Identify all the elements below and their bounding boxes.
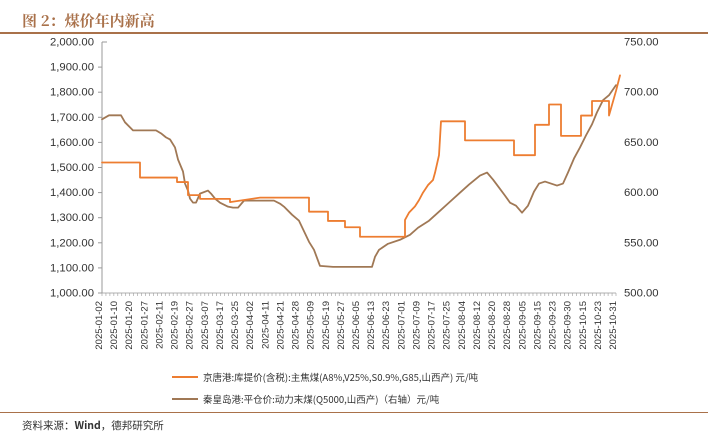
svg-text:2,000.00: 2,000.00 bbox=[50, 37, 94, 49]
svg-text:2025-04-02: 2025-04-02 bbox=[245, 301, 256, 350]
svg-text:2025-03-07: 2025-03-07 bbox=[200, 301, 211, 350]
svg-text:500.00: 500.00 bbox=[624, 288, 659, 300]
svg-text:2025-03-25: 2025-03-25 bbox=[230, 301, 241, 350]
svg-text:2025-04-28: 2025-04-28 bbox=[291, 301, 302, 350]
svg-text:2025-09-30: 2025-09-30 bbox=[563, 301, 574, 350]
svg-text:1,800.00: 1,800.00 bbox=[50, 87, 94, 99]
svg-text:2025-01-20: 2025-01-20 bbox=[124, 301, 135, 350]
svg-text:2025-04-21: 2025-04-21 bbox=[275, 301, 286, 350]
svg-text:2025-07-25: 2025-07-25 bbox=[442, 301, 453, 350]
svg-text:2025-02-19: 2025-02-19 bbox=[170, 301, 181, 350]
svg-text:600.00: 600.00 bbox=[624, 187, 659, 199]
svg-text:2025-05-27: 2025-05-27 bbox=[336, 301, 347, 350]
svg-text:2025-05-19: 2025-05-19 bbox=[321, 301, 332, 350]
svg-text:2025-10-23: 2025-10-23 bbox=[593, 301, 604, 350]
svg-text:1,600.00: 1,600.00 bbox=[50, 137, 94, 149]
svg-text:1,300.00: 1,300.00 bbox=[50, 212, 94, 224]
svg-text:2025-07-01: 2025-07-01 bbox=[396, 301, 407, 350]
svg-text:1,400.00: 1,400.00 bbox=[50, 187, 94, 199]
svg-text:2025-01-02: 2025-01-02 bbox=[94, 301, 105, 350]
svg-text:2025-02-27: 2025-02-27 bbox=[185, 301, 196, 350]
svg-text:2025-09-05: 2025-09-05 bbox=[517, 301, 528, 350]
svg-text:2025-03-17: 2025-03-17 bbox=[215, 301, 226, 350]
svg-text:1,500.00: 1,500.00 bbox=[50, 162, 94, 174]
svg-text:2025-09-15: 2025-09-15 bbox=[532, 301, 543, 350]
svg-text:2025-04-11: 2025-04-11 bbox=[260, 301, 271, 349]
svg-text:2025-07-09: 2025-07-09 bbox=[412, 301, 423, 350]
svg-text:2025-06-05: 2025-06-05 bbox=[351, 301, 362, 350]
svg-text:2025-05-09: 2025-05-09 bbox=[306, 301, 317, 350]
svg-text:1,100.00: 1,100.00 bbox=[50, 262, 94, 274]
svg-text:2025-08-04: 2025-08-04 bbox=[457, 301, 468, 350]
svg-text:550.00: 550.00 bbox=[624, 237, 659, 249]
svg-text:2025-01-27: 2025-01-27 bbox=[139, 301, 150, 350]
svg-text:1,200.00: 1,200.00 bbox=[50, 237, 94, 249]
svg-text:1,000.00: 1,000.00 bbox=[50, 288, 94, 300]
svg-text:2025-08-12: 2025-08-12 bbox=[472, 301, 483, 350]
svg-text:700.00: 700.00 bbox=[624, 87, 659, 99]
svg-text:2025-02-11: 2025-02-11 bbox=[155, 301, 166, 349]
svg-text:2025-01-10: 2025-01-10 bbox=[109, 301, 120, 350]
svg-text:2025-09-23: 2025-09-23 bbox=[548, 301, 559, 350]
svg-text:2025-06-23: 2025-06-23 bbox=[381, 301, 392, 350]
svg-text:2025-10-15: 2025-10-15 bbox=[578, 301, 589, 350]
svg-text:2025-08-28: 2025-08-28 bbox=[502, 301, 513, 350]
svg-text:2025-08-20: 2025-08-20 bbox=[487, 301, 498, 350]
svg-text:2025-06-13: 2025-06-13 bbox=[366, 301, 377, 350]
svg-text:1,900.00: 1,900.00 bbox=[50, 62, 94, 74]
svg-text:750.00: 750.00 bbox=[624, 37, 659, 49]
svg-text:650.00: 650.00 bbox=[624, 137, 659, 149]
svg-text:1,700.00: 1,700.00 bbox=[50, 112, 94, 124]
svg-text:2025-10-31: 2025-10-31 bbox=[608, 301, 619, 350]
svg-text:2025-07-17: 2025-07-17 bbox=[427, 301, 438, 350]
